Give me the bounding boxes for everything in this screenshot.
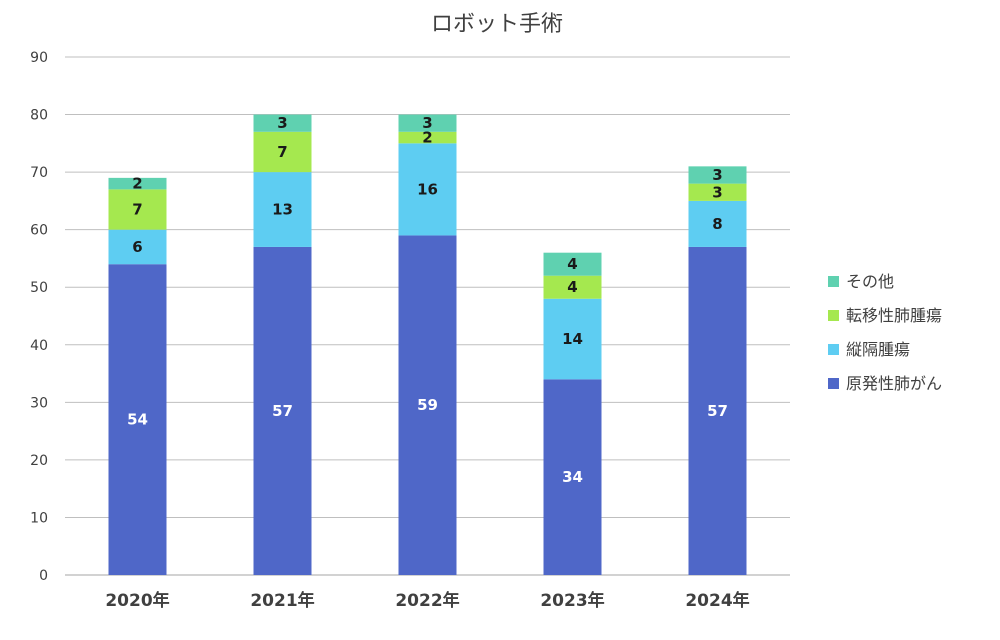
legend-swatch [828,378,839,389]
bar-segment [398,131,457,144]
y-tick-label: 20 [30,453,48,469]
legend-swatch [828,276,839,287]
data-label: 4 [567,255,577,273]
data-label: 2 [132,175,142,193]
y-tick-label: 50 [30,280,48,296]
x-tick-label: 2023年 [540,590,604,611]
bar-segment [543,298,602,380]
bar-segment [253,131,312,173]
data-label: 3 [712,183,722,201]
data-label: 3 [712,166,722,184]
y-tick-label: 30 [30,395,48,411]
data-label: 4 [567,278,577,296]
data-label: 34 [562,468,583,486]
data-label: 13 [272,201,293,219]
y-tick-label: 60 [30,223,48,239]
legend-swatch [828,344,839,355]
bars [108,114,747,575]
data-label: 57 [272,402,293,420]
data-label: 8 [712,215,722,233]
data-label: 3 [422,114,432,132]
x-tick-label: 2024年 [685,590,749,611]
y-tick-label: 10 [30,510,48,526]
y-tick-label: 0 [39,568,48,584]
legend-label: 転移性肺腫瘍 [846,306,942,325]
y-tick-label: 40 [30,338,48,354]
bar-segment [688,166,747,184]
data-label: 7 [277,143,287,161]
bar-segment [108,189,167,230]
bar-segment [543,379,602,575]
legend-item: 原発性肺がん [828,374,942,393]
data-label: 7 [132,201,142,219]
bar-segment [543,275,602,299]
bar-segment [108,264,167,575]
bar-segment [398,114,457,132]
x-tick-label: 2020年 [105,590,169,611]
data-label: 14 [562,330,583,348]
legend-item: 縦隔腫瘍 [828,340,910,359]
bar-segment [108,177,167,190]
data-label: 3 [277,114,287,132]
bar-segment [688,183,747,201]
y-tick-label: 70 [30,165,48,181]
chart-title: ロボット手術 [431,12,563,37]
bar-segment [253,172,312,247]
data-label: 16 [417,180,438,198]
data-label: 2 [422,129,432,147]
legend-label: 縦隔腫瘍 [846,340,910,359]
legend-label: その他 [846,272,894,291]
data-label: 6 [132,238,142,256]
bar-segment [398,235,457,575]
data-label: 54 [127,411,148,429]
bar-segment [253,114,312,132]
legend-item: その他 [828,272,894,291]
data-label: 57 [707,402,728,420]
bar-segment [688,246,747,575]
data-label: 59 [417,396,438,414]
x-tick-label: 2021年 [250,590,314,611]
legend-item: 転移性肺腫瘍 [828,306,942,325]
legend-swatch [828,310,839,321]
bar-segment [398,143,457,236]
x-tick-label: 2022年 [395,590,459,611]
y-tick-label: 90 [30,50,48,66]
bar-segment [543,252,602,276]
x-axis-ticks: 2020年 2021年 2022年 2023年 2024年 [105,590,749,611]
bar-segment [688,200,747,247]
bar-segment [253,246,312,575]
y-tick-label: 80 [30,108,48,124]
y-axis-ticks: 0 10 20 30 40 50 60 70 80 90 [30,50,48,584]
bar-segment [108,229,167,265]
legend-label: 原発性肺がん [846,374,942,393]
